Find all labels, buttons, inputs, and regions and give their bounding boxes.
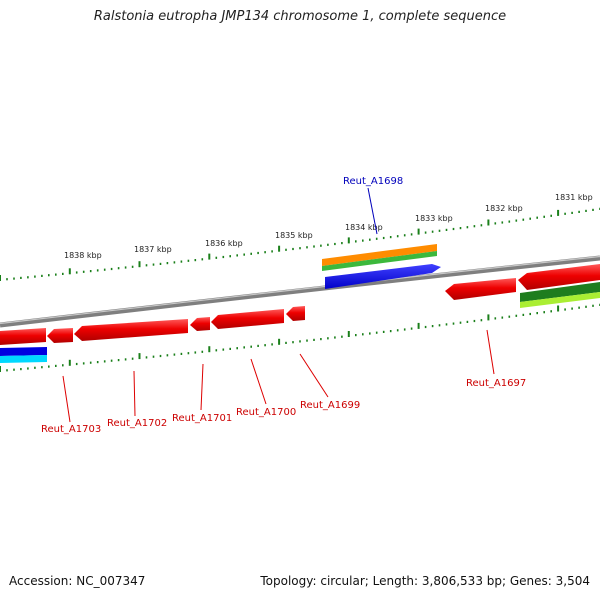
feature-bar-left-blue	[0, 347, 47, 356]
chromosome-backbone	[0, 255, 600, 328]
gene-label-reut-a1701: Reut_A1701	[172, 413, 232, 424]
feature-bar-darkgreen	[520, 282, 600, 302]
tick-label-1835: 1835 kbp	[275, 231, 313, 240]
connector-reut-a1703	[62, 375, 71, 423]
gene-label-reut-a1697: Reut_A1697	[466, 378, 526, 389]
connector-reut-a1698	[367, 187, 378, 235]
connector-reut-a1699	[299, 353, 329, 398]
gene-label-reut-a1700: Reut_A1700	[236, 407, 296, 418]
tick-label-1836: 1836 kbp	[205, 239, 243, 248]
gene-arrow-reut-a1702	[74, 319, 188, 341]
gene-label-reut-a1702: Reut_A1702	[107, 418, 167, 429]
accession-text: Accession: NC_007347	[9, 574, 146, 588]
chromosome-backbone-highlight	[0, 255, 600, 325]
connector-reut-a1697	[486, 329, 495, 375]
top-tick-marks	[0, 207, 600, 281]
feature-bar-lime	[520, 292, 600, 308]
connector-reut-a1702	[133, 370, 136, 417]
tick-label-1837: 1837 kbp	[134, 245, 172, 254]
gene-arrow-reut-a1701	[190, 317, 210, 331]
gene-arrow-reut-a1703	[47, 328, 73, 343]
tick-label-1838: 1838 kbp	[64, 251, 102, 260]
gene-arrow-reut-a1698	[325, 264, 441, 289]
connector-reut-a1700	[250, 358, 267, 405]
map-title: Ralstonia eutropha JMP134 chromosome 1, …	[93, 9, 507, 24]
feature-bar-green	[322, 251, 437, 271]
feature-bar-left-cyan	[0, 355, 47, 363]
gene-arrow-reut-a1700	[211, 309, 284, 329]
gene-arrow-reut-a1697	[445, 278, 516, 300]
bottom-tick-marks	[0, 303, 600, 372]
tick-label-1833: 1833 kbp	[415, 214, 453, 223]
summary-text: Topology: circular; Length: 3,806,533 bp…	[260, 574, 590, 588]
gene-label-reut-a1703: Reut_A1703	[41, 424, 101, 435]
tick-label-1831: 1831 kbp	[555, 193, 593, 202]
gene-arrow-reut-a1699	[286, 306, 305, 321]
feature-bar-orange	[322, 244, 437, 266]
gene-label-reut-a1699: Reut_A1699	[300, 400, 360, 411]
gene-arrow-left-edge	[0, 328, 46, 345]
tick-label-1834: 1834 kbp	[345, 223, 383, 232]
gene-arrow-reut-a1696	[518, 264, 600, 290]
gene-label-reut-a1698: Reut_A1698	[343, 176, 403, 187]
tick-label-1832: 1832 kbp	[485, 204, 523, 213]
connector-reut-a1701	[200, 363, 204, 411]
